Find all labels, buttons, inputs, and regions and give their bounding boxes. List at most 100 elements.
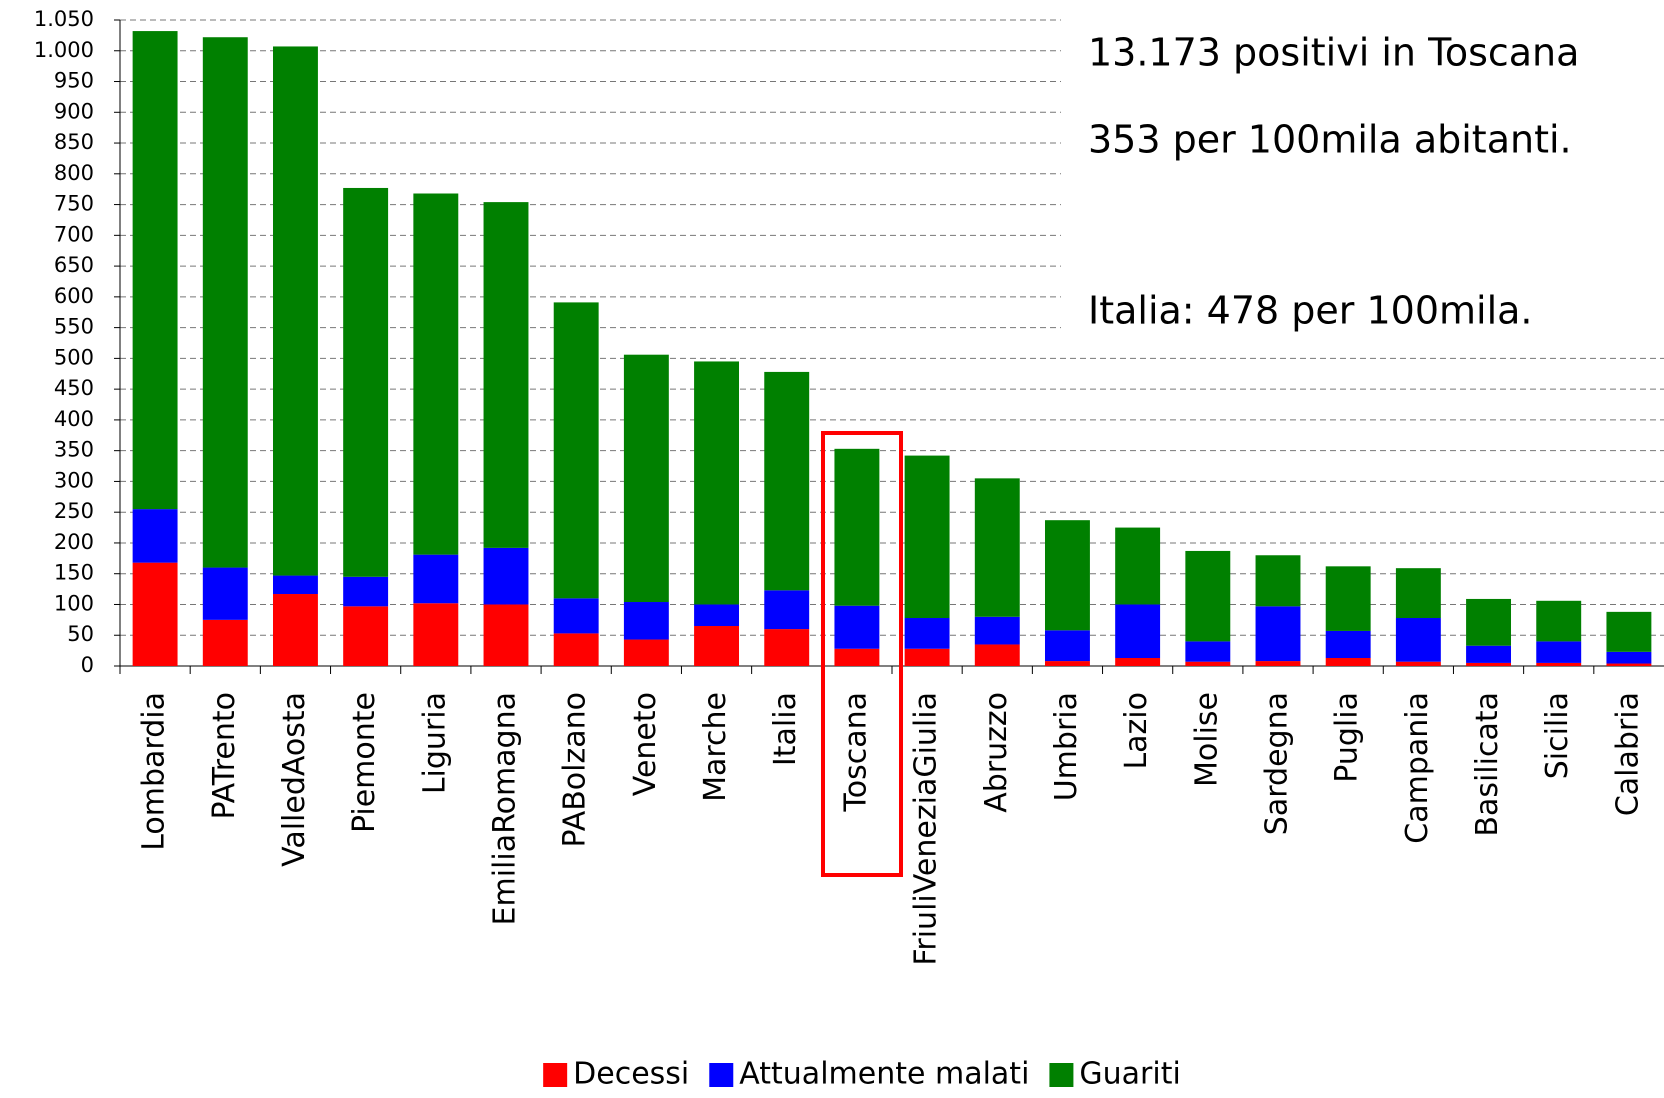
bar-segment bbox=[1606, 611, 1652, 652]
bar-segment bbox=[202, 567, 248, 620]
bar-segment bbox=[1536, 662, 1582, 666]
x-tick-label: Liguria bbox=[417, 692, 452, 794]
bar-segment bbox=[272, 594, 318, 666]
y-tick-label: 850 bbox=[54, 130, 94, 154]
bar-segment bbox=[132, 509, 178, 563]
y-tick-label: 50 bbox=[67, 622, 94, 646]
annotation: 13.173 positivi in Toscana bbox=[1088, 31, 1579, 75]
bar-segment bbox=[764, 629, 810, 666]
bar-segment bbox=[1185, 661, 1231, 666]
bar-segment bbox=[623, 639, 669, 666]
bar-segment bbox=[1115, 604, 1161, 659]
bar-segment bbox=[623, 354, 669, 603]
bar-segment bbox=[694, 604, 740, 627]
y-tick-label: 500 bbox=[54, 345, 94, 369]
bar-segment bbox=[1325, 658, 1371, 666]
bar-segment bbox=[413, 554, 459, 604]
bar-segment bbox=[694, 626, 740, 666]
legend-swatch bbox=[543, 1063, 568, 1087]
bar-segment bbox=[1255, 555, 1301, 607]
y-tick-label: 950 bbox=[54, 69, 94, 93]
y-tick-label: 100 bbox=[54, 591, 94, 615]
x-tick-label: Campania bbox=[1400, 692, 1435, 844]
bar-segment bbox=[694, 361, 740, 605]
bar-segment bbox=[1115, 658, 1161, 666]
bar-segment bbox=[1044, 520, 1090, 631]
bar-segment bbox=[483, 547, 529, 605]
x-tick-label: Veneto bbox=[628, 692, 663, 796]
y-tick-label: 900 bbox=[54, 99, 94, 123]
annotation: Italia: 478 per 100mila. bbox=[1088, 289, 1533, 333]
bar-segment bbox=[1044, 661, 1090, 666]
x-tick-label: Lazio bbox=[1119, 692, 1154, 770]
bar-segment bbox=[974, 616, 1020, 645]
y-tick-label: 600 bbox=[54, 284, 94, 308]
bar-segment bbox=[1466, 645, 1512, 663]
x-tick-label: PABolzano bbox=[558, 692, 593, 847]
x-tick-label: Calabria bbox=[1610, 692, 1645, 816]
x-tick-label: Piemonte bbox=[347, 692, 382, 833]
x-tick-label: Toscana bbox=[838, 692, 873, 813]
y-tick-label: 150 bbox=[54, 561, 94, 585]
bar-segment bbox=[202, 37, 248, 568]
bar-segment bbox=[343, 576, 389, 607]
bar-segment bbox=[764, 371, 810, 591]
bar-segment bbox=[834, 448, 880, 606]
bar-segment bbox=[1606, 651, 1652, 664]
x-tick-label: Sicilia bbox=[1540, 692, 1575, 779]
y-tick-label: 350 bbox=[54, 438, 94, 462]
bar-segment bbox=[1325, 630, 1371, 659]
bar-segment bbox=[1536, 641, 1582, 663]
y-tick-label: 650 bbox=[54, 253, 94, 277]
highlight-box bbox=[821, 431, 903, 877]
legend-swatch bbox=[1049, 1063, 1074, 1087]
bar-segment bbox=[1466, 598, 1512, 646]
bar-segment bbox=[834, 605, 880, 649]
x-tick-label: Basilicata bbox=[1470, 692, 1505, 837]
bar-segment bbox=[1395, 618, 1441, 662]
bar-segment bbox=[834, 648, 880, 666]
bar-segment bbox=[553, 598, 599, 634]
y-tick-label: 250 bbox=[54, 499, 94, 523]
annotation: 353 per 100mila abitanti. bbox=[1088, 118, 1572, 162]
legend-label: Attualmente malati bbox=[739, 1057, 1029, 1092]
y-tick-label: 550 bbox=[54, 315, 94, 339]
legend: Decessi Attualmente malati Guariti bbox=[543, 1057, 1181, 1092]
x-tick-label: Lombardia bbox=[137, 692, 172, 851]
bar-segment bbox=[553, 302, 599, 599]
bar-segment bbox=[202, 619, 248, 666]
bar-segment bbox=[553, 633, 599, 666]
bar-segment bbox=[1185, 550, 1231, 642]
bar-segment bbox=[1395, 568, 1441, 619]
bar-segment bbox=[764, 590, 810, 630]
x-tick-label: Umbria bbox=[1049, 692, 1084, 801]
bar-segment bbox=[132, 31, 178, 510]
bar-segment bbox=[483, 202, 529, 548]
y-tick-label: 200 bbox=[54, 530, 94, 554]
x-tick-label: Sardegna bbox=[1260, 692, 1295, 835]
bar-segment bbox=[1536, 600, 1582, 642]
bar-segment bbox=[623, 602, 669, 640]
bar-segment bbox=[974, 644, 1020, 666]
y-tick-label: 1.050 bbox=[34, 7, 94, 31]
y-tick-label: 300 bbox=[54, 468, 94, 492]
bar-segment bbox=[1185, 641, 1231, 662]
bar-segment bbox=[1466, 662, 1512, 666]
bar-segment bbox=[1255, 661, 1301, 666]
bar-segment bbox=[483, 604, 529, 666]
y-tick-label: 0 bbox=[81, 653, 94, 677]
bar-segment bbox=[272, 46, 318, 576]
y-tick-label: 750 bbox=[54, 192, 94, 216]
bar-segment bbox=[413, 193, 459, 555]
bar-segment bbox=[1044, 630, 1090, 662]
bar-segment bbox=[343, 187, 389, 577]
x-tick-label: ValledAosta bbox=[277, 692, 312, 867]
x-tick-label: FriuliVeneziaGiulia bbox=[909, 692, 944, 966]
legend-label: Guariti bbox=[1079, 1057, 1180, 1092]
x-tick-label: Abruzzo bbox=[979, 692, 1014, 813]
y-tick-label: 1.000 bbox=[34, 38, 94, 62]
bar-segment bbox=[1325, 566, 1371, 631]
bar-segment bbox=[343, 606, 389, 666]
legend-label: Decessi bbox=[573, 1057, 689, 1092]
